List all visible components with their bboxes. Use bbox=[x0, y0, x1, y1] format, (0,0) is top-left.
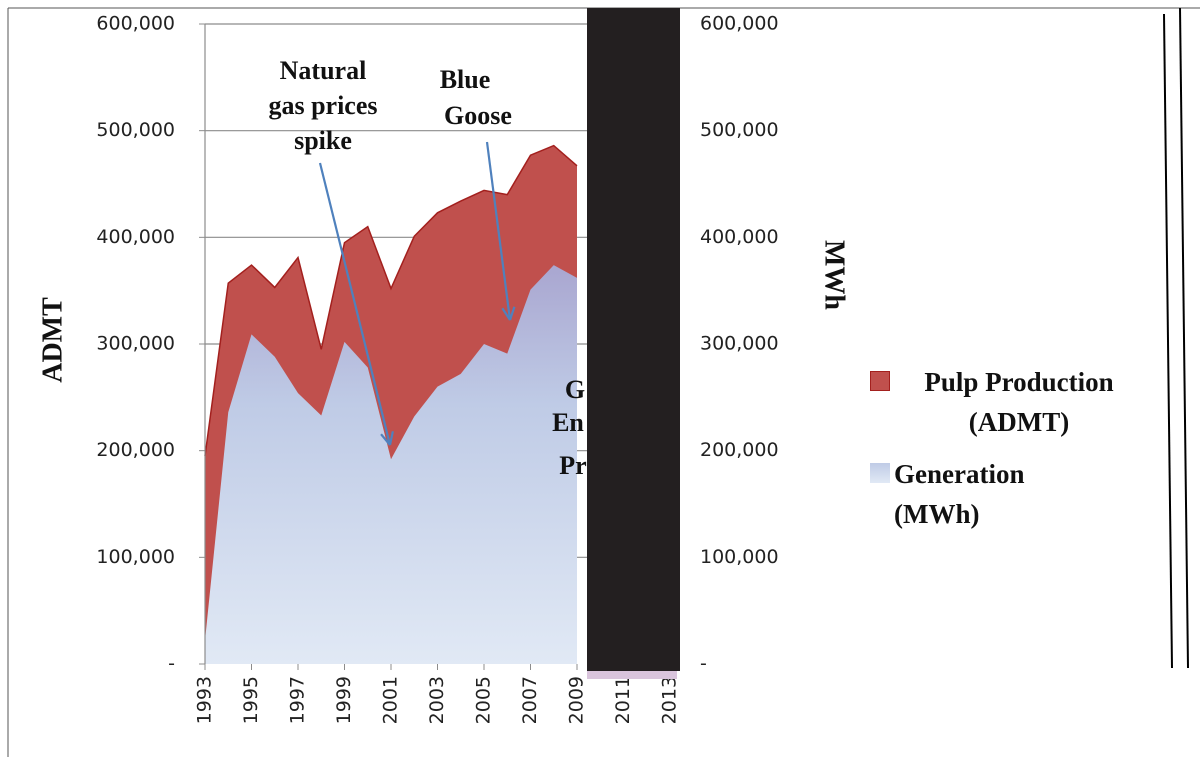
arrow-head bbox=[380, 433, 391, 446]
annotation: Goose bbox=[444, 101, 512, 130]
y2-tick-label: 500,000 bbox=[700, 119, 779, 141]
frame bbox=[1179, 7, 1189, 669]
y2-tick-label: 100,000 bbox=[700, 546, 779, 568]
y-tick-label: 500,000 bbox=[96, 119, 175, 141]
x-tick-label: 2013 bbox=[659, 676, 681, 724]
frame bbox=[1163, 13, 1173, 669]
annotation: Pr bbox=[559, 451, 586, 480]
y2-tick-label: 400,000 bbox=[700, 226, 779, 248]
legend-item: Generation (MWh) bbox=[868, 454, 1074, 534]
annotation: spike bbox=[294, 126, 352, 155]
annotation: En bbox=[552, 408, 584, 437]
legend-item: Pulp Production (ADMT) bbox=[868, 362, 1144, 442]
arrow-head bbox=[501, 307, 511, 321]
y-tick-label: 400,000 bbox=[96, 226, 175, 248]
x-tick-label: 2003 bbox=[426, 676, 448, 724]
y-tick-label: 200,000 bbox=[96, 439, 175, 461]
y-tick-label: 100,000 bbox=[96, 546, 175, 568]
x-tick-label: 1997 bbox=[287, 676, 309, 724]
arrow-head bbox=[388, 431, 394, 446]
occluder-strip bbox=[587, 671, 677, 679]
y2-tick-label: - bbox=[700, 653, 707, 675]
x-tick-label: 2001 bbox=[380, 676, 402, 724]
y2-tick-label: 600,000 bbox=[700, 13, 779, 35]
y2-axis-title: MWh bbox=[819, 240, 850, 310]
legend: Pulp Production (ADMT) Generation (MWh) bbox=[868, 362, 1143, 546]
annotation-arrow bbox=[485, 141, 512, 321]
arrow-head bbox=[508, 306, 516, 321]
legend-swatch bbox=[870, 371, 890, 391]
y2-tick-label: 200,000 bbox=[700, 439, 779, 461]
annotation: gas prices bbox=[268, 91, 377, 120]
x-tick-label: 1999 bbox=[333, 676, 355, 724]
legend-label: Generation (MWh) bbox=[894, 459, 1025, 529]
annotation: G bbox=[565, 375, 585, 404]
y2-tick-label: 300,000 bbox=[700, 333, 779, 355]
y-tick-label: 600,000 bbox=[96, 13, 175, 35]
x-tick-label: 1993 bbox=[194, 676, 216, 724]
annotation: Blue bbox=[440, 65, 491, 94]
x-tick-label: 2011 bbox=[612, 676, 634, 724]
x-tick-label: 2007 bbox=[519, 676, 541, 724]
x-tick-label: 2005 bbox=[473, 676, 495, 724]
y-axis-title: ADMT bbox=[37, 297, 68, 383]
annotation-arrow bbox=[318, 162, 392, 446]
legend-label: Pulp Production (ADMT) bbox=[924, 367, 1114, 437]
annotation: Natural bbox=[280, 56, 367, 85]
y-tick-label: - bbox=[168, 653, 175, 675]
x-tick-label: 2009 bbox=[566, 676, 588, 724]
pulp-area-line bbox=[204, 144, 578, 457]
y-tick-label: 300,000 bbox=[96, 333, 175, 355]
occluder bbox=[587, 8, 680, 671]
x-tick-label: 1995 bbox=[240, 676, 262, 724]
generation-area bbox=[205, 265, 577, 664]
legend-swatch bbox=[870, 463, 890, 483]
